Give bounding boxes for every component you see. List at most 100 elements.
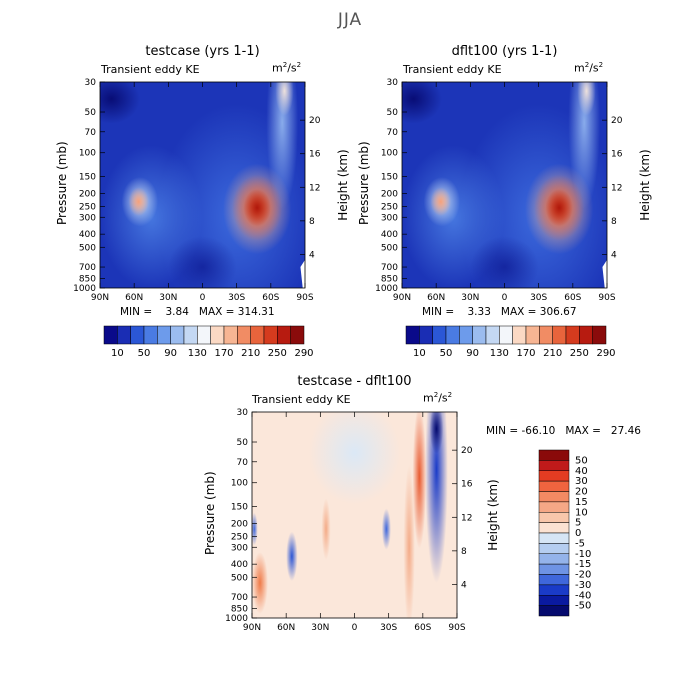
contour-feature (412, 412, 427, 549)
colorbar-swatch (552, 325, 567, 345)
surface-mask (602, 259, 607, 288)
colorbar-swatch (485, 325, 500, 345)
y2-tick-label: 8 (461, 547, 467, 557)
contour-feature (425, 412, 448, 583)
colorbar-label: 170 (516, 348, 535, 359)
colorbar-label: 40 (575, 466, 588, 477)
y-tick-label: 200 (79, 189, 96, 199)
y2-tick-label: 20 (309, 116, 321, 126)
colorbar-swatch (237, 325, 251, 345)
colorbar-swatch (592, 325, 607, 345)
y-tick-label: 400 (79, 230, 96, 240)
colorbar-swatch (263, 325, 278, 345)
y-tick-label: 150 (381, 173, 398, 183)
y2-tick-label: 4 (611, 250, 617, 260)
colorbar-label: 20 (575, 487, 588, 498)
colorbar-swatch (538, 491, 570, 503)
colorbar-label: 50 (575, 455, 588, 466)
y-tick-label: 100 (79, 149, 96, 159)
y-tick-label: 1000 (73, 284, 96, 294)
y-tick-label: 70 (387, 128, 399, 138)
colorbar-swatch (538, 460, 570, 471)
y-tick-label: 150 (79, 173, 96, 183)
colorbar-swatch (405, 325, 420, 345)
contour-feature (252, 512, 258, 546)
colorbar-swatch (197, 325, 211, 345)
colorbar-label: 290 (596, 348, 615, 359)
x-tick-label: 30N (159, 293, 177, 303)
colorbar-label: -10 (575, 549, 591, 560)
x-tick-label: 30N (311, 623, 329, 633)
y-tick-label: 400 (381, 230, 398, 240)
y2-tick-label: 20 (461, 446, 473, 456)
contour-feature (275, 82, 294, 116)
panel-title: dflt100 (yrs 1-1) (451, 44, 558, 59)
y-tick-label: 150 (231, 503, 248, 513)
y-tick-label: 250 (79, 203, 96, 213)
x-tick-label: 30S (380, 623, 397, 633)
x-tick-label: 60S (564, 293, 581, 303)
colorbar-swatch (538, 470, 570, 482)
colorbar-label: 5 (575, 518, 581, 529)
x-tick-label: 90S (296, 293, 313, 303)
contour-feature (429, 412, 444, 454)
colorbar-swatch (565, 325, 580, 345)
colorbar-swatch (525, 325, 540, 345)
colorbar-label: -50 (575, 601, 591, 612)
colorbar-label: 10 (111, 348, 124, 359)
colorbar-label: 130 (188, 348, 207, 359)
y-tick-label: 1000 (225, 614, 248, 624)
colorbar-swatch (539, 325, 553, 345)
units-label: m2/s2 (423, 391, 453, 405)
colorbar-swatch (290, 325, 305, 345)
variable-label: Transient eddy KE (101, 63, 200, 76)
contour-feature (128, 187, 149, 217)
colorbar-label: 210 (241, 348, 260, 359)
y2-tick-label: 12 (611, 183, 622, 193)
y-tick-label: 100 (231, 479, 248, 489)
contour-feature (252, 551, 268, 614)
contour-feature (321, 498, 331, 560)
x-tick-label: 30N (461, 293, 479, 303)
y-tick-label: 100 (381, 149, 398, 159)
contour-feature (100, 82, 140, 124)
min-max-stats: MIN = 3.84 MAX = 314.31 (120, 306, 275, 318)
y-tick-label: 700 (381, 263, 398, 273)
y-tick-label: 400 (231, 560, 248, 570)
colorbar-label: 50 (440, 348, 453, 359)
contour-plot: 90N 60N 30N 0 30S 60S 90S 30 50 70 100 150 200 250300… (225, 408, 473, 633)
y-tick-label: 850 (231, 604, 248, 614)
x-tick-label: 0 (200, 293, 206, 303)
panel-title: testcase - dflt100 (297, 374, 412, 389)
colorbar-label: 130 (490, 348, 509, 359)
colorbar-swatch (419, 325, 433, 345)
colorbar-swatch (445, 325, 460, 345)
variable-label: Transient eddy KE (252, 393, 351, 406)
y2-tick-label: 20 (611, 116, 623, 126)
colorbar-swatch (538, 512, 570, 523)
surface-mask (300, 259, 305, 288)
colorbar-swatch (538, 563, 570, 575)
contour-feature (402, 82, 442, 124)
y2-tick-label: 8 (611, 217, 617, 227)
y-tick-label: 500 (381, 243, 398, 253)
colorbar-label: 30 (575, 476, 588, 487)
colorbar-label: -5 (575, 538, 585, 549)
contour-feature (168, 236, 237, 288)
colorbar-swatch (538, 553, 570, 565)
colorbar-label: -30 (575, 580, 591, 591)
colorbar-swatch (538, 605, 570, 617)
colorbar-label: 170 (214, 348, 233, 359)
y-tick-label: 30 (387, 78, 399, 88)
colorbar-label: 90 (164, 348, 177, 359)
colorbar-swatch (157, 325, 171, 345)
y-tick-label: 50 (387, 108, 399, 118)
colorbar-swatch (538, 501, 570, 513)
colorbar-label: -15 (575, 559, 591, 570)
x-tick-label: 0 (352, 623, 358, 633)
contour-feature (286, 531, 298, 582)
colorbar-label: 250 (268, 348, 287, 359)
colorbar-swatch (210, 325, 225, 345)
colorbar-label: 0 (575, 528, 581, 539)
x-tick-label: 90N (393, 293, 411, 303)
